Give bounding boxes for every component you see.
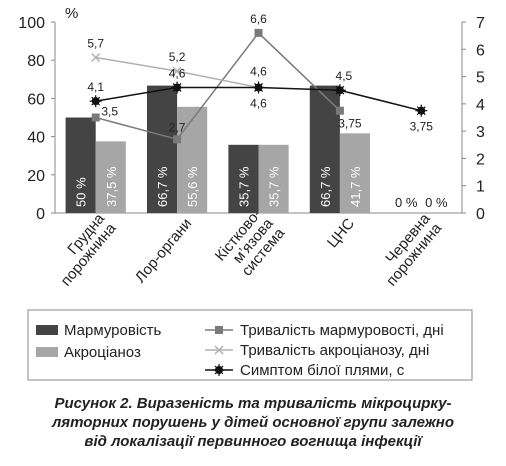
marker-star: [252, 81, 265, 94]
marker: [91, 52, 101, 63]
bar: [95, 141, 126, 213]
marker: [335, 106, 344, 115]
x-tick-line: Лор-органи: [132, 215, 195, 286]
marker: [252, 81, 265, 94]
y2-tick-label: 7: [476, 15, 485, 32]
line-label: 4,6: [250, 64, 267, 78]
y2-tick-label: 5: [476, 70, 485, 87]
y-tick-label: 0: [36, 206, 45, 223]
legend-box: [27, 309, 473, 381]
line-label: 4,1: [87, 80, 104, 94]
line-label: 4,6: [250, 96, 267, 110]
bar: [146, 85, 178, 213]
legend-swatch: [36, 325, 58, 335]
bar-label: 50 %: [74, 177, 89, 207]
y2-tick-label: 3: [476, 124, 485, 141]
y-tick-label: 20: [27, 168, 45, 185]
marker-star: [213, 364, 225, 376]
marker-star: [171, 81, 184, 94]
line-label: 4,5: [336, 69, 353, 83]
bar-label: 66,7 %: [155, 166, 170, 207]
marker: [333, 84, 346, 97]
marker: [91, 113, 100, 122]
y2-tick-label: 1: [476, 179, 485, 196]
caption: від локалізації первинного вогнища інфек…: [84, 433, 423, 450]
marker-star: [415, 104, 428, 117]
x-tick-label: Черевнапорожнина: [372, 210, 446, 290]
marker: [214, 345, 224, 355]
marker-star: [89, 95, 102, 108]
y-tick-label: 60: [27, 91, 45, 108]
y2-tick-label: 2: [476, 151, 485, 168]
marker: [171, 81, 184, 94]
bar-label: 35,7 %: [236, 166, 251, 207]
y2-tick-label: 4: [476, 97, 485, 114]
x-tick-label: ЦНС: [324, 215, 358, 251]
marker: [215, 326, 223, 334]
y2-tick-label: 6: [476, 42, 485, 59]
bar-label: 66,7 %: [318, 166, 333, 207]
x-tick-label: Лор-органи: [132, 215, 195, 286]
legend-label: Акроціаноз: [64, 344, 141, 361]
legend-label: Тривалість мармуровості, дні: [240, 322, 444, 339]
marker: [89, 95, 102, 108]
x-tick-label: Кістково-м’язовасистема: [212, 205, 289, 284]
bar-label: 41,7 %: [348, 166, 363, 207]
marker: [254, 28, 263, 37]
y-unit: %: [65, 5, 78, 22]
caption: ляторних порушень у дітей основної групи…: [51, 414, 454, 431]
line-label: 3,75: [338, 117, 362, 131]
line-label: 3,5: [101, 105, 118, 119]
bar-label: 35,7 %: [267, 166, 282, 207]
bar-label: 0 %: [425, 195, 448, 210]
line-label: 2,7: [169, 120, 186, 134]
legend-label: Тривалість акроціанозу, дні: [240, 342, 429, 359]
marker: [173, 135, 182, 144]
legend-swatch: [36, 347, 58, 357]
marker: [415, 104, 428, 117]
x-tick-label: Груднапорожнина: [46, 210, 120, 290]
bar: [177, 106, 208, 213]
y-tick-label: 100: [18, 15, 45, 32]
y2-tick-label: 0: [476, 206, 485, 223]
legend-label: Симптом білої плями, с: [240, 362, 405, 379]
bar-label: 37,5 %: [104, 166, 119, 207]
bar-label: 55,6 %: [185, 166, 200, 207]
bar: [65, 117, 96, 213]
bar: [258, 144, 289, 213]
line-label: 3,75: [410, 120, 434, 134]
y-tick-label: 40: [27, 130, 45, 147]
x-tick-line: ЦНС: [324, 215, 358, 251]
line-label: 5,7: [87, 36, 104, 50]
bar-label: 0 %: [395, 195, 418, 210]
line-label: 4,6: [169, 66, 186, 80]
marker: [213, 364, 225, 376]
caption: Рисунок 2. Виразеність та тривалість мік…: [54, 395, 451, 412]
bar: [339, 133, 371, 213]
bar: [228, 144, 259, 213]
line-label: 6,6: [250, 12, 267, 26]
line-label: 5,2: [169, 50, 186, 64]
legend-label: Мармуровість: [64, 322, 162, 339]
marker: [172, 66, 182, 76]
marker-star: [333, 84, 346, 97]
y-tick-label: 80: [27, 53, 45, 70]
line: [95, 31, 341, 141]
